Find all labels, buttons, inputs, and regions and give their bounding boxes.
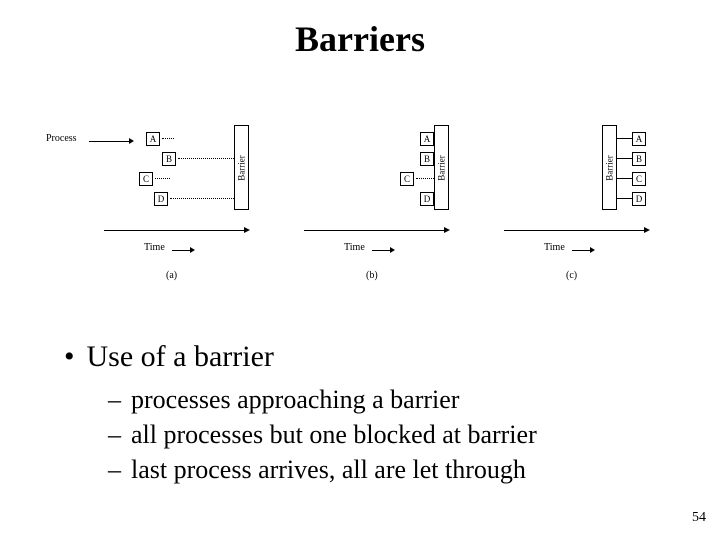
track <box>617 198 632 199</box>
main-bullet: • Use of a barrier <box>64 340 537 374</box>
panel-caption-b: (b) <box>366 270 378 281</box>
proc-row-b: B <box>632 150 646 168</box>
track <box>416 178 434 179</box>
bullet-block: • Use of a barrier – processes approachi… <box>64 340 537 487</box>
proc-box: D <box>154 192 168 206</box>
sub-bullet: – all processes but one blocked at barri… <box>108 417 537 452</box>
track <box>178 158 234 159</box>
time-arrow-icon <box>172 247 195 253</box>
barrier-diagram: Process A B C D Barrier Time (a) <box>84 120 654 310</box>
bullet-dot-icon: • <box>64 340 75 374</box>
proc-box: B <box>632 152 646 166</box>
panel-b: A B C D Barrier Time (b) <box>284 120 474 310</box>
track <box>617 138 632 139</box>
proc-row-d: D <box>420 190 434 208</box>
proc-box: A <box>420 132 434 146</box>
process-arrow-icon <box>89 138 134 144</box>
time-label: Time <box>344 242 365 253</box>
track <box>617 178 632 179</box>
proc-row-d: D <box>154 190 168 208</box>
main-bullet-text: Use of a barrier <box>87 340 274 374</box>
time-label: Time <box>144 242 165 253</box>
barrier-label: Barrier <box>605 155 615 180</box>
arrowhead-icon <box>444 227 450 233</box>
proc-row-b: B <box>162 150 176 168</box>
proc-row-b: B <box>420 150 434 168</box>
proc-row-c: C <box>632 170 646 188</box>
panel-a: Process A B C D Barrier Time (a) <box>84 120 274 310</box>
proc-box: C <box>139 172 153 186</box>
time-axis <box>304 230 444 231</box>
sub-bullet-text: all processes but one blocked at barrier <box>131 417 537 452</box>
track <box>155 178 170 179</box>
proc-box: A <box>632 132 646 146</box>
proc-box: A <box>146 132 160 146</box>
time-axis <box>504 230 644 231</box>
track <box>162 138 174 139</box>
proc-row-a: A <box>146 130 160 148</box>
panel-caption-c: (c) <box>566 270 577 281</box>
track <box>170 198 234 199</box>
time-label: Time <box>544 242 565 253</box>
page-title: Barriers <box>0 0 720 60</box>
proc-box: B <box>420 152 434 166</box>
sub-bullet-text: processes approaching a barrier <box>131 382 459 417</box>
sub-bullet: – processes approaching a barrier <box>108 382 537 417</box>
proc-row-c: C <box>139 170 153 188</box>
arrowhead-icon <box>644 227 650 233</box>
barrier-label: Barrier <box>437 155 447 180</box>
page-number: 54 <box>692 510 706 526</box>
proc-row-a: A <box>420 130 434 148</box>
proc-box: B <box>162 152 176 166</box>
barrier-label: Barrier <box>237 155 247 180</box>
proc-box: C <box>400 172 414 186</box>
sub-bullet-text: last process arrives, all are let throug… <box>131 452 526 487</box>
dash-icon: – <box>108 452 121 487</box>
time-axis <box>104 230 244 231</box>
dash-icon: – <box>108 382 121 417</box>
proc-row-d: D <box>632 190 646 208</box>
proc-row-c: C <box>400 170 414 188</box>
barrier-box: Barrier <box>434 125 449 210</box>
proc-box: D <box>632 192 646 206</box>
arrowhead-icon <box>244 227 250 233</box>
barrier-box: Barrier <box>602 125 617 210</box>
process-label: Process <box>46 133 77 144</box>
proc-row-a: A <box>632 130 646 148</box>
proc-box: C <box>632 172 646 186</box>
sub-bullet: – last process arrives, all are let thro… <box>108 452 537 487</box>
proc-box: D <box>420 192 434 206</box>
dash-icon: – <box>108 417 121 452</box>
time-arrow-icon <box>572 247 595 253</box>
panel-c: Barrier A B C D Time (c) <box>484 120 674 310</box>
track <box>617 158 632 159</box>
panel-caption-a: (a) <box>166 270 177 281</box>
barrier-box: Barrier <box>234 125 249 210</box>
time-arrow-icon <box>372 247 395 253</box>
